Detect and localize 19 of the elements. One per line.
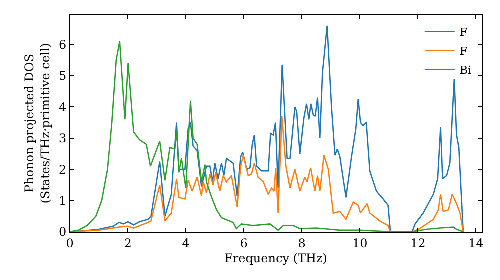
- y-tick-label: 4: [58, 100, 67, 114]
- legend-label: Bi: [460, 64, 472, 77]
- legend-label: F: [460, 26, 468, 39]
- x-tick-label: 14: [468, 236, 484, 250]
- y-tick-label: 0: [58, 225, 67, 240]
- x-axis-title: Frequency (THz): [224, 251, 328, 266]
- y-tick-label: 1: [58, 194, 67, 208]
- x-tick-label: 6: [240, 236, 248, 250]
- x-tick-label: 12: [410, 236, 426, 250]
- x-tick-label: 2: [124, 236, 132, 250]
- y-tick-label: 3: [58, 132, 67, 146]
- y-tick-label: 5: [58, 69, 67, 84]
- x-tick-label: 8: [298, 236, 306, 250]
- legend-label: F: [460, 44, 468, 58]
- y-axis-title: Phonon projected DOS (States/THz·primitive cell): [22, 43, 52, 204]
- y-tick-label: 6: [58, 38, 67, 52]
- x-tick-label: 10: [352, 236, 368, 250]
- y-tick-label: 2: [58, 162, 67, 177]
- x-tick-label: 4: [182, 236, 190, 250]
